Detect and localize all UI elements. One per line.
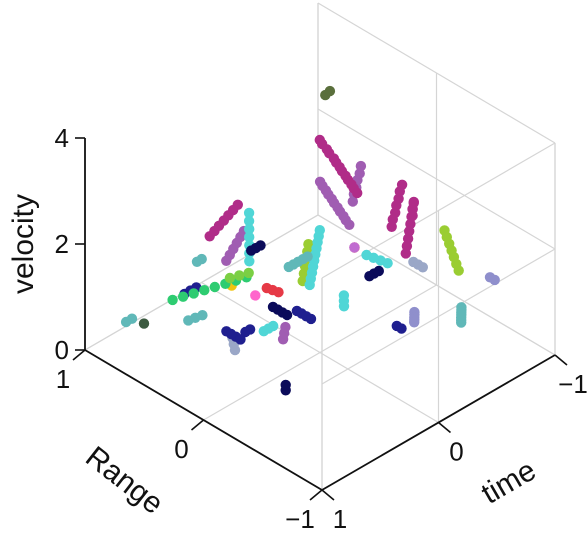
scatter-point [243,207,255,219]
scatter-point [190,312,201,323]
x-tick-mark [554,354,568,366]
side-wall-grid-line [317,2,556,144]
y-tick-mark [72,349,86,361]
scatter-point [409,317,420,328]
x-tick-mark [437,421,452,434]
back-wall-grid-line [321,248,556,385]
floor-grid-line [203,284,437,421]
scatter-point [243,267,254,279]
y-tick-label: 1 [56,364,70,394]
scatter-point [204,231,215,242]
scatter-point [324,85,336,97]
scatter-point [138,318,150,329]
scatter-point [314,225,325,236]
scatter-point [244,223,255,235]
scatter-point [305,313,317,325]
back-wall-grid-line [321,142,556,279]
scatter-point [417,262,428,273]
scatter-point [281,309,293,321]
scatter-point [126,313,138,324]
x-tick-label: 0 [449,437,463,467]
scatter-point [338,290,350,301]
scatter-point [408,197,419,209]
x-axis-label: time [476,454,542,511]
scatter-point [280,379,291,391]
side-wall-grid-line [317,108,556,250]
scatter-point [283,261,294,273]
scatter-point [234,270,245,281]
scatter-point [188,288,199,299]
y-tick-label: −1 [285,504,315,534]
scatter-point [396,179,408,190]
scatter-point [456,317,467,328]
x-tick-mark [321,489,335,501]
scatter-point [240,326,251,338]
z-tick-label: 2 [55,229,69,259]
scatter-point [344,219,355,230]
scatter-point [209,281,220,293]
x-tick-label: −1 [558,369,587,399]
scatter-point [396,323,407,334]
scatter-point [243,215,255,227]
scatter-point [273,287,284,298]
scatter-point [199,285,210,296]
y-tick-mark [190,419,205,431]
scatter-point [303,239,314,250]
scatter-point [224,272,236,284]
scatter-point [349,242,360,253]
side-wall-grid-line [317,214,556,356]
scatter-point [235,334,246,345]
x-tick-label: 1 [333,504,347,534]
scatter-point [382,258,393,269]
z-axis-label: velocity [7,194,40,294]
scatter-point [352,187,363,199]
scatter-point [225,328,237,340]
scatter-point [364,271,375,282]
y-tick-mark [309,489,323,501]
labels-layer: time Range velocity [7,194,542,521]
scatter-point [246,245,257,256]
scatter-point [250,290,261,301]
frame-edge [84,214,319,351]
y-axis-label: Range [79,440,169,520]
scatter-point [258,326,269,337]
scatter-point [280,321,291,333]
scatter-point [191,256,203,267]
z-tick-label: 4 [55,123,69,153]
scatter-point [489,274,500,286]
points-layer [120,85,500,396]
y-tick-label: 0 [174,434,188,464]
z-tick-label: 0 [55,335,69,365]
scatter-point [355,160,367,172]
scatter-point [244,231,255,243]
scatter-point [167,294,178,306]
scatter-point [223,210,234,221]
scatter-point [244,256,255,267]
scatter-point [177,291,189,302]
scatter-point [439,225,450,236]
